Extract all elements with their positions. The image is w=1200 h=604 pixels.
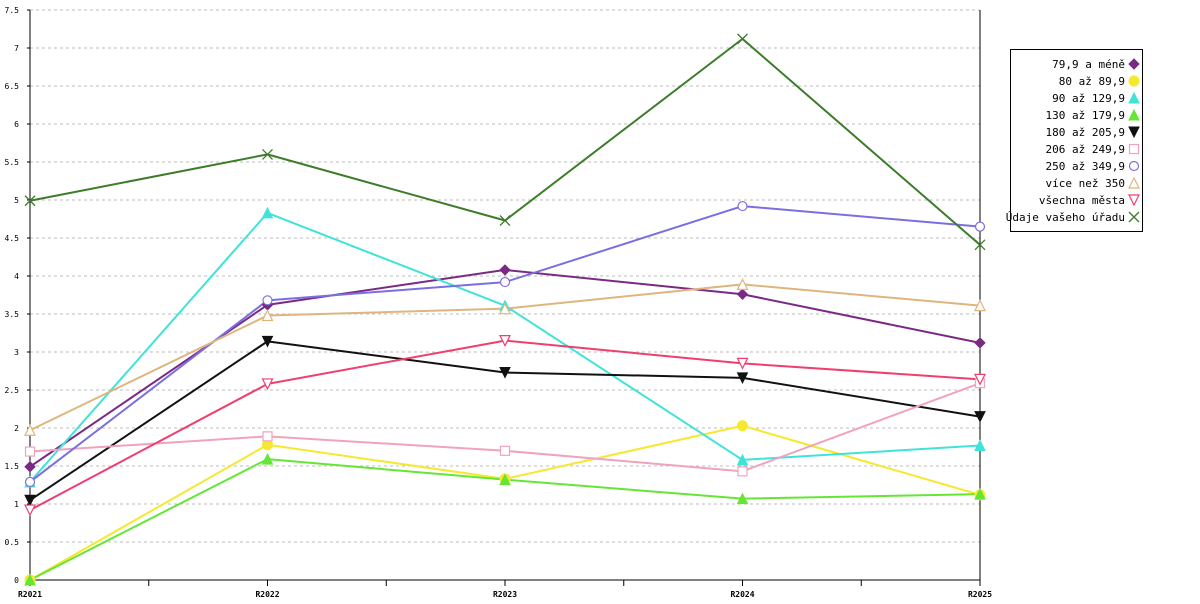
y-tick-label: 5.5 <box>5 158 20 167</box>
data-point <box>499 276 511 288</box>
legend-marker <box>1128 91 1140 104</box>
data-point <box>499 264 511 276</box>
legend-marker <box>1128 108 1140 121</box>
data-point <box>737 420 748 432</box>
x-tick-label: R2021 <box>18 590 42 599</box>
data-point <box>24 423 36 436</box>
data-point <box>499 302 511 315</box>
legend-label: 79,9 a méně <box>1052 58 1125 71</box>
y-tick-label: 4 <box>14 272 19 281</box>
data-point <box>736 492 749 505</box>
y-tick-label: 5 <box>14 196 19 205</box>
y-tick-label: 3 <box>14 348 19 357</box>
data-point <box>499 367 511 379</box>
legend-marker <box>1128 143 1140 155</box>
series-markers <box>24 33 986 586</box>
data-point <box>262 431 273 442</box>
data-point <box>261 206 274 219</box>
data-point <box>736 278 749 290</box>
data-point <box>499 445 511 456</box>
data-point <box>499 335 511 347</box>
legend-box <box>1010 49 1143 232</box>
legend-label: 130 až 179,9 <box>1046 109 1125 122</box>
y-tick-label: 7 <box>14 44 19 53</box>
y-tick-label: 0.5 <box>5 538 20 547</box>
legend-marker <box>1128 160 1140 172</box>
data-point <box>24 446 36 457</box>
legend-marker <box>1128 75 1140 87</box>
y-tick-label: 1.5 <box>5 462 20 471</box>
legend-marker <box>1128 58 1140 70</box>
data-point <box>736 453 749 466</box>
data-point <box>24 504 36 517</box>
data-point <box>24 195 36 207</box>
data-point <box>261 453 274 465</box>
x-tick-label: R2024 <box>730 590 754 599</box>
data-point <box>262 295 273 306</box>
data-point <box>974 221 986 232</box>
y-tick-label: 7.5 <box>5 6 20 15</box>
legend-label: všechna města <box>1039 194 1125 207</box>
y-tick-label: 1 <box>14 500 19 509</box>
x-tick-label: R2023 <box>493 590 517 599</box>
data-point <box>24 461 36 473</box>
data-point <box>974 373 986 386</box>
data-point <box>261 335 274 348</box>
legend-label: 80 až 89,9 <box>1059 75 1125 88</box>
data-point <box>974 411 986 423</box>
y-tick-label: 3.5 <box>5 310 20 319</box>
y-tick-label: 2 <box>14 424 19 433</box>
x-tick-label: R2025 <box>968 590 992 599</box>
gridlines <box>30 9 980 543</box>
legend-label: 90 až 129,9 <box>1052 92 1125 105</box>
data-point <box>736 357 749 370</box>
y-tick-label: 6 <box>14 120 19 129</box>
legend-marker <box>1128 194 1140 207</box>
data-point <box>24 494 36 507</box>
data-point <box>974 239 986 251</box>
data-point <box>737 466 748 477</box>
data-point <box>736 372 749 384</box>
data-point <box>24 573 36 586</box>
data-point <box>974 337 986 349</box>
data-point <box>499 473 511 486</box>
legend-label: 250 až 349,9 <box>1046 160 1125 173</box>
y-tick-label: 0 <box>14 576 19 585</box>
legend-label: více než 350 <box>1046 177 1125 190</box>
data-point <box>974 299 986 312</box>
y-tick-label: 2.5 <box>5 386 20 395</box>
x-tick-label: R2022 <box>255 590 279 599</box>
data-point <box>261 309 274 322</box>
data-point <box>737 33 748 45</box>
data-point <box>499 215 511 226</box>
legend: 79,9 a méně 80 až 89,9 90 až 129,9 130 až 1… <box>1006 49 1143 232</box>
legend-marker <box>1128 211 1140 223</box>
data-point <box>974 488 986 500</box>
legend-marker <box>1128 126 1140 139</box>
y-tick-label: 4.5 <box>5 234 20 243</box>
data-point <box>974 439 986 451</box>
legend-marker <box>1128 176 1140 189</box>
data-point <box>262 148 273 160</box>
y-tick-label: 6.5 <box>5 82 20 91</box>
data-point <box>24 476 36 488</box>
data-point <box>261 378 274 391</box>
legend-label: 180 až 205,9 <box>1046 126 1125 139</box>
series-line <box>29 382 981 473</box>
axes: 0 0.5 1 1.5 2 2.5 3 3.5 4 4.5 5 5.5 6 6.5 7 7.5 R2021 R20… <box>5 6 993 599</box>
data-point <box>736 288 749 300</box>
legend-label: 206 až 249,9 <box>1046 143 1125 156</box>
legend-label: Údaje vašeho úřadu <box>1006 211 1125 224</box>
data-point <box>737 200 748 212</box>
